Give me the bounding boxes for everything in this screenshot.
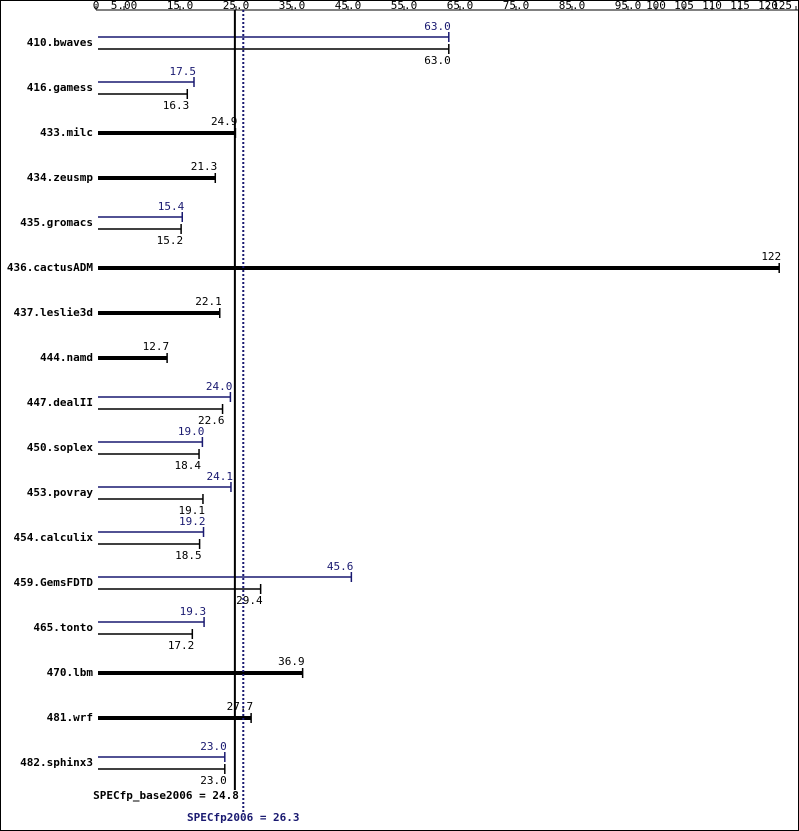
category-label: 437.leslie3d — [14, 306, 93, 319]
value-label: 45.6 — [327, 560, 354, 573]
value-label: 19.3 — [180, 605, 207, 618]
x-tick-label: 85.0 — [559, 0, 586, 12]
category-label: 436.cactusADM — [7, 261, 93, 274]
category-label: 434.zeusmp — [27, 171, 94, 184]
x-tick-label: 5.00 — [111, 0, 138, 12]
x-tick-label: 55.0 — [391, 0, 418, 12]
x-tick-label: 115 — [730, 0, 750, 12]
value-label: 17.2 — [168, 639, 195, 652]
value-label: 36.9 — [278, 655, 305, 668]
category-label: 416.gamess — [27, 81, 93, 94]
reference-label: SPECfp_base2006 = 24.8 — [93, 789, 239, 802]
value-label: 22.6 — [198, 414, 225, 427]
x-tick-label: 100 — [646, 0, 666, 12]
value-label: 22.1 — [195, 295, 222, 308]
category-label: 459.GemsFDTD — [14, 576, 94, 589]
value-label: 122 — [761, 250, 781, 263]
category-label: 447.dealII — [27, 396, 93, 409]
x-tick-label: 110 — [702, 0, 722, 12]
category-label: 433.milc — [40, 126, 93, 139]
x-tick-label: 95.0 — [615, 0, 642, 12]
value-label: 18.5 — [175, 549, 202, 562]
value-label: 15.2 — [157, 234, 184, 247]
value-label: 17.5 — [170, 65, 197, 78]
value-label: 24.1 — [206, 470, 233, 483]
value-label: 29.4 — [236, 594, 263, 607]
x-tick-label: 0 — [93, 0, 100, 12]
category-label: 444.namd — [40, 351, 93, 364]
x-tick-label: 75.0 — [503, 0, 530, 12]
x-tick-label: 120 — [758, 0, 778, 12]
value-label: 19.2 — [179, 515, 206, 528]
category-label: 481.wrf — [47, 711, 93, 724]
value-label: 63.0 — [424, 54, 451, 67]
x-tick-label: 65.0 — [447, 0, 474, 12]
value-label: 15.4 — [158, 200, 185, 213]
x-tick-label: 125 — [772, 0, 792, 12]
x-tick-label: 35.0 — [279, 0, 306, 12]
category-label: 482.sphinx3 — [20, 756, 93, 769]
category-label: 435.gromacs — [20, 216, 93, 229]
category-label: 410.bwaves — [27, 36, 93, 49]
reference-label: SPECfp2006 = 26.3 — [187, 811, 300, 824]
category-label: 465.tonto — [33, 621, 93, 634]
x-tick-label: 45.0 — [335, 0, 362, 12]
category-label: 453.povray — [27, 486, 94, 499]
value-label: 12.7 — [143, 340, 170, 353]
value-label: 19.1 — [178, 504, 205, 517]
value-label: 27.7 — [227, 700, 254, 713]
value-label: 19.0 — [178, 425, 205, 438]
value-label: 16.3 — [163, 99, 190, 112]
value-label: 23.0 — [200, 774, 227, 787]
x-tick-label: 105 — [674, 0, 694, 12]
value-label: 24.0 — [206, 380, 233, 393]
category-label: 450.soplex — [27, 441, 94, 454]
value-label: 63.0 — [424, 20, 451, 33]
value-label: 18.4 — [175, 459, 202, 472]
category-label: 470.lbm — [47, 666, 94, 679]
x-tick-label: 15.0 — [167, 0, 194, 12]
category-label: 454.calculix — [14, 531, 94, 544]
value-label: 23.0 — [200, 740, 227, 753]
x-tick-label: 25.0 — [223, 0, 250, 12]
value-label: 21.3 — [191, 160, 218, 173]
value-label: 24.9 — [211, 115, 238, 128]
